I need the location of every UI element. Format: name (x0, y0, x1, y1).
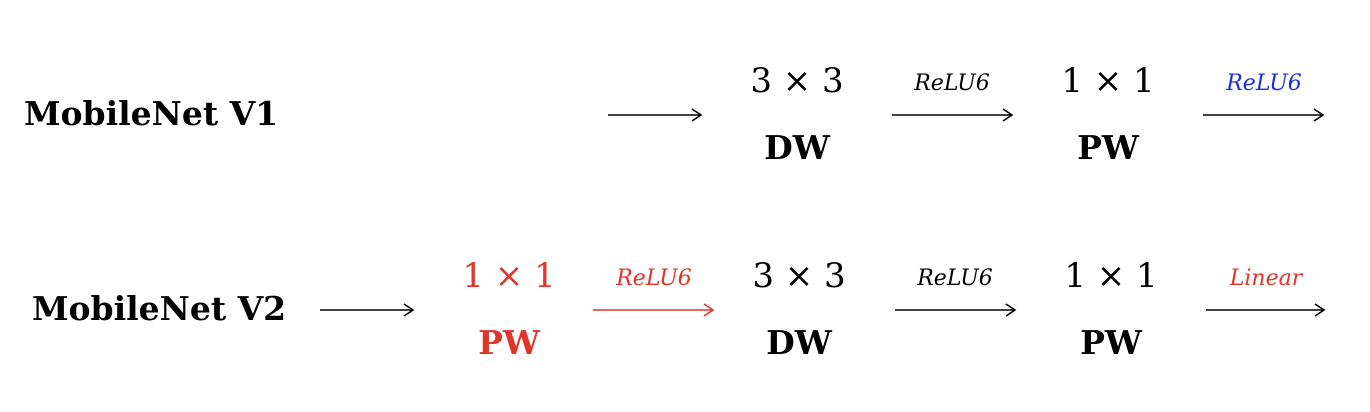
v1-block-2-op: 1 × 1 (1061, 61, 1155, 101)
v2-arrow-1 (593, 303, 715, 317)
v2-activation-1: ReLU6 (616, 266, 692, 291)
v1-activation-1: ReLU6 (914, 71, 990, 96)
v1-activation-2: ReLU6 (1226, 71, 1302, 96)
v1-block-1-type: DW (764, 128, 830, 167)
input-arrow-v1 (608, 108, 703, 122)
row-label-v1: MobileNet V1 (24, 94, 279, 133)
v2-activation-2: ReLU6 (917, 266, 993, 291)
v2-block-1-op: 1 × 1 (462, 256, 556, 296)
row-label-v2: MobileNet V2 (32, 289, 287, 328)
v1-arrow-1 (892, 108, 1014, 122)
v1-block-1-op: 3 × 3 (750, 61, 844, 101)
v2-block-3-type: PW (1080, 323, 1142, 362)
v2-block-3-op: 1 × 1 (1064, 256, 1158, 296)
v1-block-2-type: PW (1077, 128, 1139, 167)
v2-arrow-3 (1206, 303, 1326, 317)
input-arrow-v2 (320, 303, 415, 317)
v2-arrow-2 (895, 303, 1017, 317)
v2-activation-3: Linear (1229, 266, 1303, 291)
v2-block-2-op: 3 × 3 (752, 256, 846, 296)
v2-block-2-type: DW (766, 323, 832, 362)
v2-block-1-type: PW (478, 323, 540, 362)
v1-arrow-2 (1203, 108, 1325, 122)
